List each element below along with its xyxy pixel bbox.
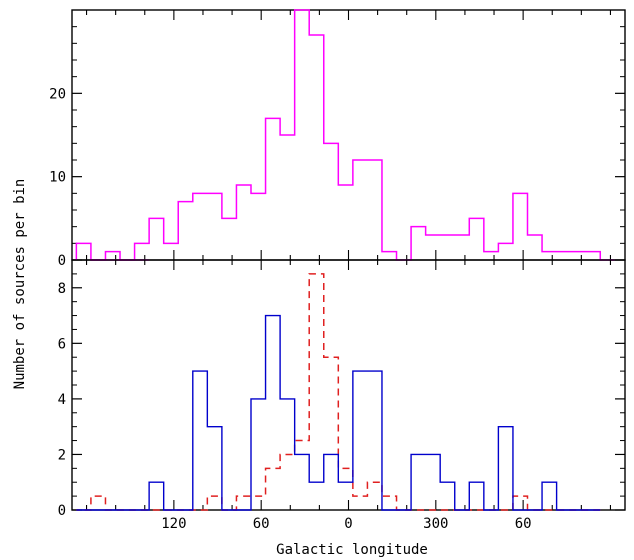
x-tick-label: 120 [161, 516, 186, 532]
bottom-y-tick-label: 4 [58, 392, 66, 408]
bottom-y-tick-label: 8 [58, 281, 66, 297]
top-panel-frame [71, 9, 626, 261]
bottom-histogram-panel: 0 2 4 6 8 120 60 0 300 60 [58, 259, 626, 532]
top-histogram-tail [75, 242, 150, 261]
top-histogram-series [90, 9, 615, 261]
x-tick-label: 60 [515, 516, 532, 532]
bottom-y-tick-label: 0 [58, 503, 66, 519]
bottom-panel-frame [71, 259, 626, 511]
x-tick-label: 300 [423, 516, 448, 532]
x-tick-label: 60 [253, 516, 270, 532]
top-y-tick-label: 20 [49, 86, 66, 102]
x-tick-label: 0 [344, 516, 352, 532]
y-axis-label: Number of sources per bin [12, 179, 28, 390]
top-y-tick-label: 10 [49, 170, 66, 186]
top-y-tick-label: 0 [58, 253, 66, 269]
x-axis-label: Galactic longitude [276, 542, 428, 558]
bottom-y-tick-label: 2 [58, 447, 66, 463]
bottom-y-tick-label: 6 [58, 336, 66, 352]
bottom-solid-series [76, 314, 601, 511]
top-histogram-panel: 0 10 20 [49, 9, 626, 269]
